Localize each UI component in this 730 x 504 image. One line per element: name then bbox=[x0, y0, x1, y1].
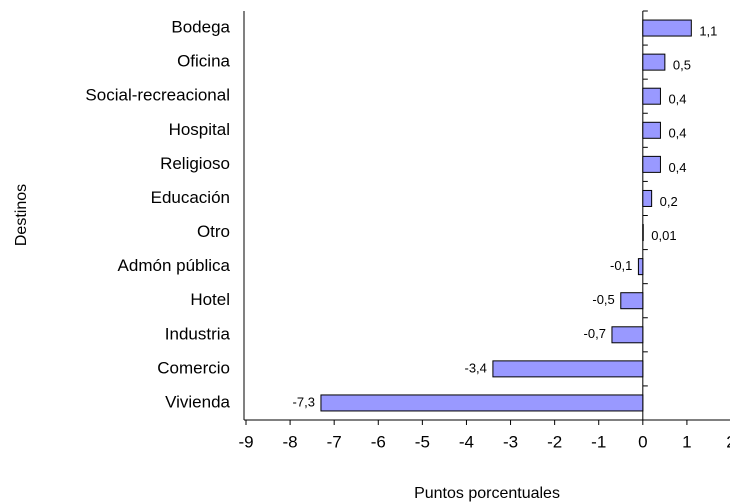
y-tick-label: Educación bbox=[151, 188, 230, 207]
value-label: 1,1 bbox=[699, 23, 717, 38]
bar bbox=[637, 258, 644, 276]
bar bbox=[642, 87, 661, 105]
value-label: 0,4 bbox=[668, 126, 686, 141]
x-tick-label: -3 bbox=[503, 432, 518, 451]
y-tick-label: Otro bbox=[197, 222, 230, 241]
x-tick-label: -2 bbox=[547, 432, 562, 451]
y-tick-label: Bodega bbox=[171, 18, 230, 37]
x-tick-label: -7 bbox=[327, 432, 342, 451]
bar bbox=[642, 19, 692, 37]
y-tick-label: Industria bbox=[165, 324, 231, 343]
value-label: 0,5 bbox=[673, 58, 691, 73]
x-tick-label: 2 bbox=[726, 432, 730, 451]
x-axis-title: Puntos porcentuales bbox=[414, 485, 560, 502]
bar bbox=[642, 155, 661, 173]
value-label: -3,4 bbox=[465, 360, 487, 375]
x-tick-label: -6 bbox=[371, 432, 386, 451]
y-tick-label: Vivienda bbox=[165, 392, 230, 411]
bar bbox=[620, 292, 644, 310]
y-axis-title: Destinos bbox=[13, 184, 30, 246]
value-label: -0,1 bbox=[610, 258, 632, 273]
bar bbox=[611, 326, 644, 344]
y-tick-label: Hotel bbox=[190, 290, 230, 309]
bar bbox=[642, 53, 666, 71]
x-tick-label: -9 bbox=[238, 432, 253, 451]
y-tick-label: Oficina bbox=[177, 52, 230, 71]
x-tick-label: -8 bbox=[283, 432, 298, 451]
y-tick-label: Social-recreacional bbox=[85, 86, 230, 105]
bar bbox=[492, 360, 644, 378]
y-tick-label: Comercio bbox=[157, 358, 230, 377]
y-tick-label: Admón pública bbox=[118, 256, 231, 275]
value-label: 0,01 bbox=[651, 228, 676, 243]
bar bbox=[642, 189, 653, 207]
value-label: -0,7 bbox=[584, 326, 606, 341]
value-label: 0,2 bbox=[660, 194, 678, 209]
value-label: -7,3 bbox=[293, 394, 315, 409]
x-tick-label: -5 bbox=[415, 432, 430, 451]
bar bbox=[642, 121, 661, 139]
value-label: 0,4 bbox=[668, 160, 686, 175]
value-label: -0,5 bbox=[592, 292, 614, 307]
x-tick-label: -1 bbox=[591, 432, 606, 451]
value-label: 0,4 bbox=[668, 92, 686, 107]
x-tick-label: -4 bbox=[459, 432, 474, 451]
y-tick-label: Religioso bbox=[160, 154, 230, 173]
y-tick-label: Hospital bbox=[169, 120, 230, 139]
bar bbox=[320, 394, 644, 412]
x-tick-label: 0 bbox=[638, 432, 647, 451]
x-tick-label: 1 bbox=[682, 432, 691, 451]
